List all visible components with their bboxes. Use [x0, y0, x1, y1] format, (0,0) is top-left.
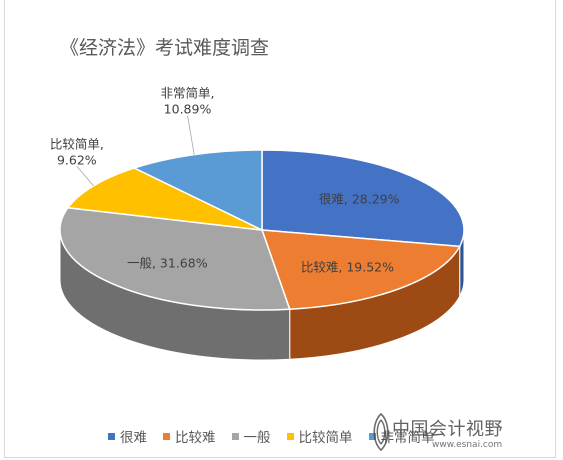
data-label-name-非常简单: 非常简单, [161, 86, 215, 101]
legend-label-非常简单: 非常简单 [380, 430, 435, 446]
legend-label-比较难: 比较难 [175, 430, 216, 446]
pie-slice-比较简单 [66, 167, 263, 231]
legend-item-一般: 一般 [231, 426, 271, 446]
chart-title: 《经济法》考试难度调查 [60, 37, 270, 59]
legend-item-很难: 很难 [108, 426, 147, 446]
data-label-一般: 一般, 31.68% [127, 255, 208, 270]
data-label-value-比较简单: 9.62% [57, 152, 97, 167]
leader-line-非常简单 [187, 115, 195, 155]
legend-swatch-比较难 [163, 432, 170, 440]
legend-swatch-很难 [108, 432, 115, 440]
legend: 很难 比较难 一般 比较简单 非常简单 [108, 426, 451, 446]
legend-swatch-一般 [231, 432, 239, 440]
leader-line-比较简单 [76, 166, 94, 187]
data-label-很难: 很难, 28.29% [319, 192, 400, 207]
legend-label-比较简单: 比较简单 [298, 430, 353, 446]
data-label-value-非常简单: 10.89% [164, 102, 212, 117]
data-label-name-比较简单: 比较简单, [50, 136, 104, 151]
legend-label-很难: 很难 [120, 430, 147, 446]
chart-frame [4, 0, 556, 458]
pie-slice-很难 [261, 149, 465, 248]
legend-swatch-比较简单 [286, 432, 294, 440]
legend-item-比较难: 比较难 [163, 426, 216, 446]
pie-slice-一般 [59, 206, 291, 311]
data-label-比较难: 比较难, 19.52% [301, 259, 394, 274]
legend-swatch-非常简单 [368, 432, 376, 440]
legend-item-比较简单: 比较简单 [286, 426, 353, 446]
legend-label-一般: 一般 [243, 430, 271, 446]
legend-item-非常简单: 非常简单 [368, 426, 435, 446]
pie-slice-比较难 [260, 229, 461, 311]
